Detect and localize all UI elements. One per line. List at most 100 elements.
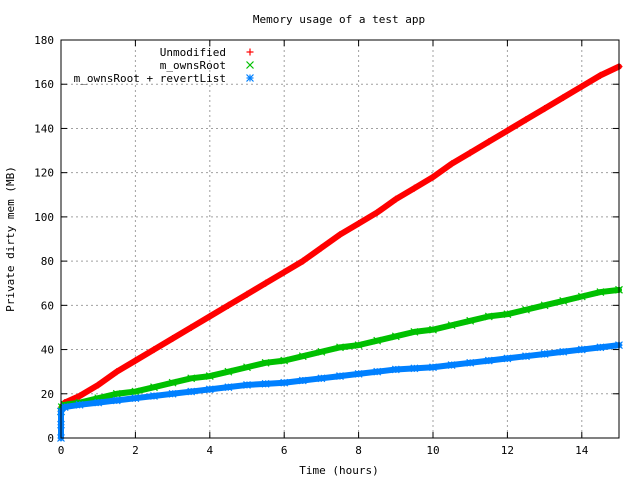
data-point [484, 312, 493, 321]
data-point [596, 343, 605, 352]
data-point [596, 288, 605, 296]
data-point [112, 396, 121, 405]
data-point [224, 383, 233, 392]
data-point [484, 356, 493, 365]
x-tick-label: 2 [132, 444, 139, 457]
data-point [94, 381, 102, 389]
data-point [150, 383, 158, 392]
series-trace [58, 286, 622, 415]
data-point [355, 220, 363, 228]
series-2 [57, 341, 623, 442]
y-tick-label: 60 [41, 299, 54, 312]
y-tick-label: 40 [41, 344, 54, 357]
data-point [243, 290, 251, 298]
data-point [503, 354, 512, 363]
x-axis-label: Time (hours) [299, 464, 378, 477]
data-point [559, 93, 567, 101]
data-point [354, 341, 363, 350]
data-point [262, 279, 270, 287]
data-point [373, 367, 382, 376]
data-point [429, 325, 437, 334]
y-tick-label: 0 [47, 432, 54, 445]
data-point [76, 392, 84, 400]
data-point [540, 350, 549, 358]
data-point [559, 347, 568, 356]
data-point [94, 398, 103, 407]
y-tick-label: 140 [34, 122, 54, 135]
y-tick-label: 80 [41, 255, 54, 268]
data-point [336, 231, 344, 239]
data-point [131, 394, 140, 403]
data-point [224, 367, 233, 376]
data-point [261, 379, 270, 388]
x-tick-label: 6 [281, 444, 288, 457]
data-point [485, 138, 493, 146]
data-point [261, 358, 270, 367]
data-point [224, 301, 232, 309]
series-0 [57, 63, 623, 415]
data-point [391, 332, 400, 341]
plot-frame [60, 39, 620, 439]
data-point [410, 184, 418, 192]
data-point [578, 82, 586, 90]
data-point [391, 365, 400, 374]
data-point [150, 346, 158, 354]
data-point [280, 268, 288, 276]
x-tick-label: 12 [501, 444, 514, 457]
data-point [317, 374, 326, 383]
data-point [169, 335, 177, 342]
data-point [373, 208, 381, 216]
legend-marker [246, 61, 254, 69]
series-trace [58, 63, 622, 415]
legend-marker [246, 48, 254, 56]
data-point [354, 369, 363, 378]
data-point [429, 363, 437, 372]
axis-ticks: 0 20 40 60 80 100 120 140 160 180 0 2 4 6 8 10 12 14 [34, 34, 619, 457]
data-point [522, 305, 530, 314]
data-point [280, 356, 289, 365]
data-point [187, 387, 196, 396]
y-tick-label: 20 [41, 388, 54, 401]
data-point [447, 321, 456, 330]
data-point [410, 327, 419, 336]
data-point [299, 257, 307, 265]
data-point [522, 352, 530, 361]
data-point [448, 160, 456, 168]
data-point [317, 244, 325, 252]
data-point [559, 296, 568, 305]
legend-label: m_ownsRoot + revertList [74, 72, 226, 85]
data-point [336, 372, 344, 381]
legend-label: m_ownsRoot [160, 59, 226, 72]
data-point [392, 195, 400, 203]
data-point [540, 301, 549, 310]
chart-title: Memory usage of a test app [253, 13, 425, 26]
x-tick-label: 8 [355, 444, 362, 457]
series-trace [58, 342, 622, 441]
data-point [168, 378, 177, 387]
y-tick-label: 160 [34, 78, 54, 91]
plot-area [57, 63, 623, 442]
data-point [466, 149, 474, 157]
data-point [187, 374, 196, 383]
data-point [298, 376, 307, 385]
data-point [205, 372, 214, 381]
data-point [522, 116, 530, 124]
data-point [75, 400, 84, 409]
data-point [298, 352, 307, 361]
x-tick-label: 4 [206, 444, 213, 457]
data-point [205, 385, 214, 394]
x-tick-label: 0 [58, 444, 65, 457]
data-point [503, 310, 512, 319]
data-point [168, 389, 177, 398]
y-axis-label: Private dirty mem (MB) [4, 166, 17, 312]
legend-marker [246, 74, 254, 82]
data-point [113, 368, 121, 376]
y-tick-label: 180 [34, 34, 54, 47]
data-point [187, 323, 195, 331]
y-tick-label: 100 [34, 211, 54, 224]
data-point [336, 343, 344, 352]
data-point [466, 358, 475, 367]
data-point [466, 316, 475, 325]
data-point [447, 361, 456, 369]
